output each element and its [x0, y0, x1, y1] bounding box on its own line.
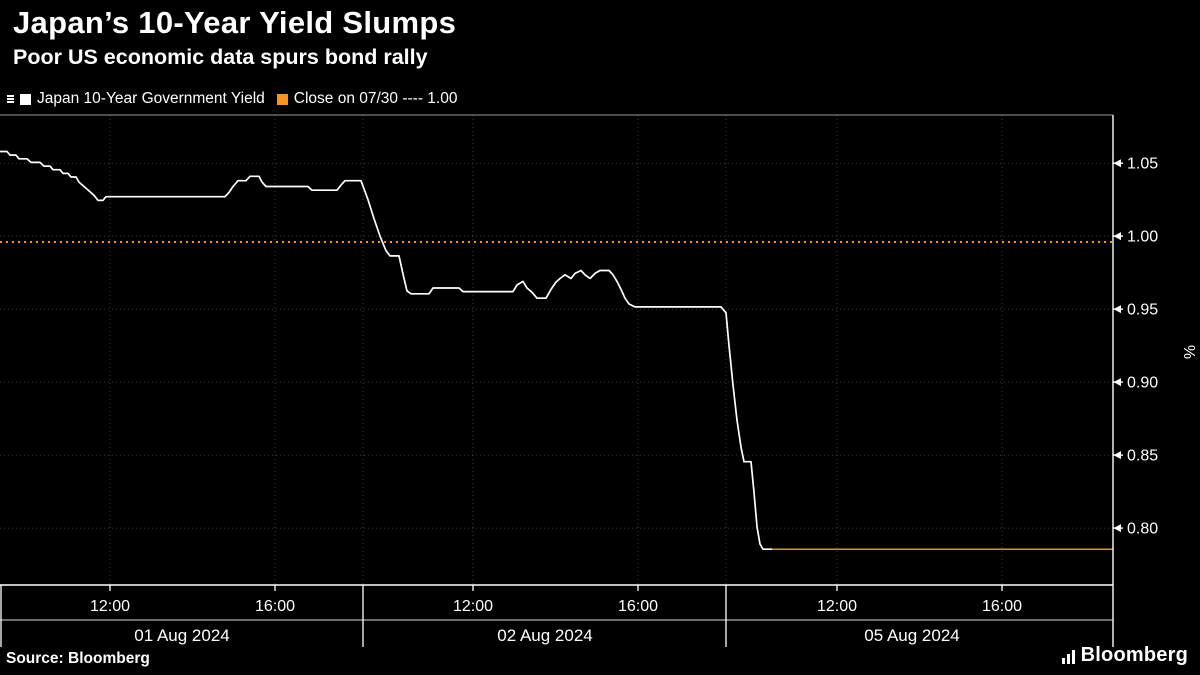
yield-line-series: [0, 150, 772, 551]
legend-label-close: Close on 07/30 ---- 1.00: [293, 90, 458, 107]
chart-legend: Japan 10-Year Government Yield Close on …: [7, 90, 457, 108]
y-tick-label: 1.00: [1127, 229, 1158, 246]
y-tick-arrow: [1113, 159, 1121, 168]
x-tick-label: 16:00: [982, 598, 1022, 615]
y-tick-arrow: [1113, 378, 1121, 387]
y-tick-label: 0.85: [1127, 448, 1158, 465]
legend-item-yield-series: Japan 10-Year Government Yield: [20, 90, 265, 108]
bloomberg-logo: Bloomberg: [1061, 644, 1188, 667]
y-tick-label: 0.80: [1127, 521, 1158, 538]
y-tick-label: 0.90: [1127, 375, 1158, 392]
y-tick-arrow: [1113, 232, 1121, 241]
y-tick-label: 0.95: [1127, 302, 1158, 319]
y-tick-label: 1.05: [1127, 156, 1158, 173]
y-tick-arrow: [1113, 451, 1121, 460]
date-label: 05 Aug 2024: [864, 626, 959, 645]
bloomberg-logo-text: Bloomberg: [1080, 644, 1188, 666]
legend-label-yield: Japan 10-Year Government Yield: [37, 90, 265, 107]
y-tick-arrow: [1113, 305, 1121, 314]
x-tick-label: 12:00: [90, 598, 130, 615]
chart-title: Japan’s 10-Year Yield Slumps: [13, 5, 457, 40]
bloomberg-logo-icon: [1061, 650, 1075, 667]
legend-swatch-close: [276, 93, 288, 105]
y-tick-arrow: [1113, 524, 1121, 533]
legend-item-close-line: Close on 07/30 ---- 1.00: [276, 90, 458, 108]
y-axis-unit-label: %: [1180, 345, 1197, 359]
x-tick-label: 16:00: [255, 598, 295, 615]
date-label: 02 Aug 2024: [497, 626, 592, 645]
legend-swatch-yield: [20, 93, 31, 105]
source-attribution: Source: Bloomberg: [6, 650, 150, 667]
chart-subtitle: Poor US economic data spurs bond rally: [13, 45, 428, 69]
x-tick-label: 16:00: [618, 598, 658, 615]
date-label: 01 Aug 2024: [134, 626, 229, 645]
legend-key-icon: [7, 95, 14, 103]
x-tick-label: 12:00: [817, 598, 857, 615]
x-tick-label: 12:00: [453, 598, 493, 615]
